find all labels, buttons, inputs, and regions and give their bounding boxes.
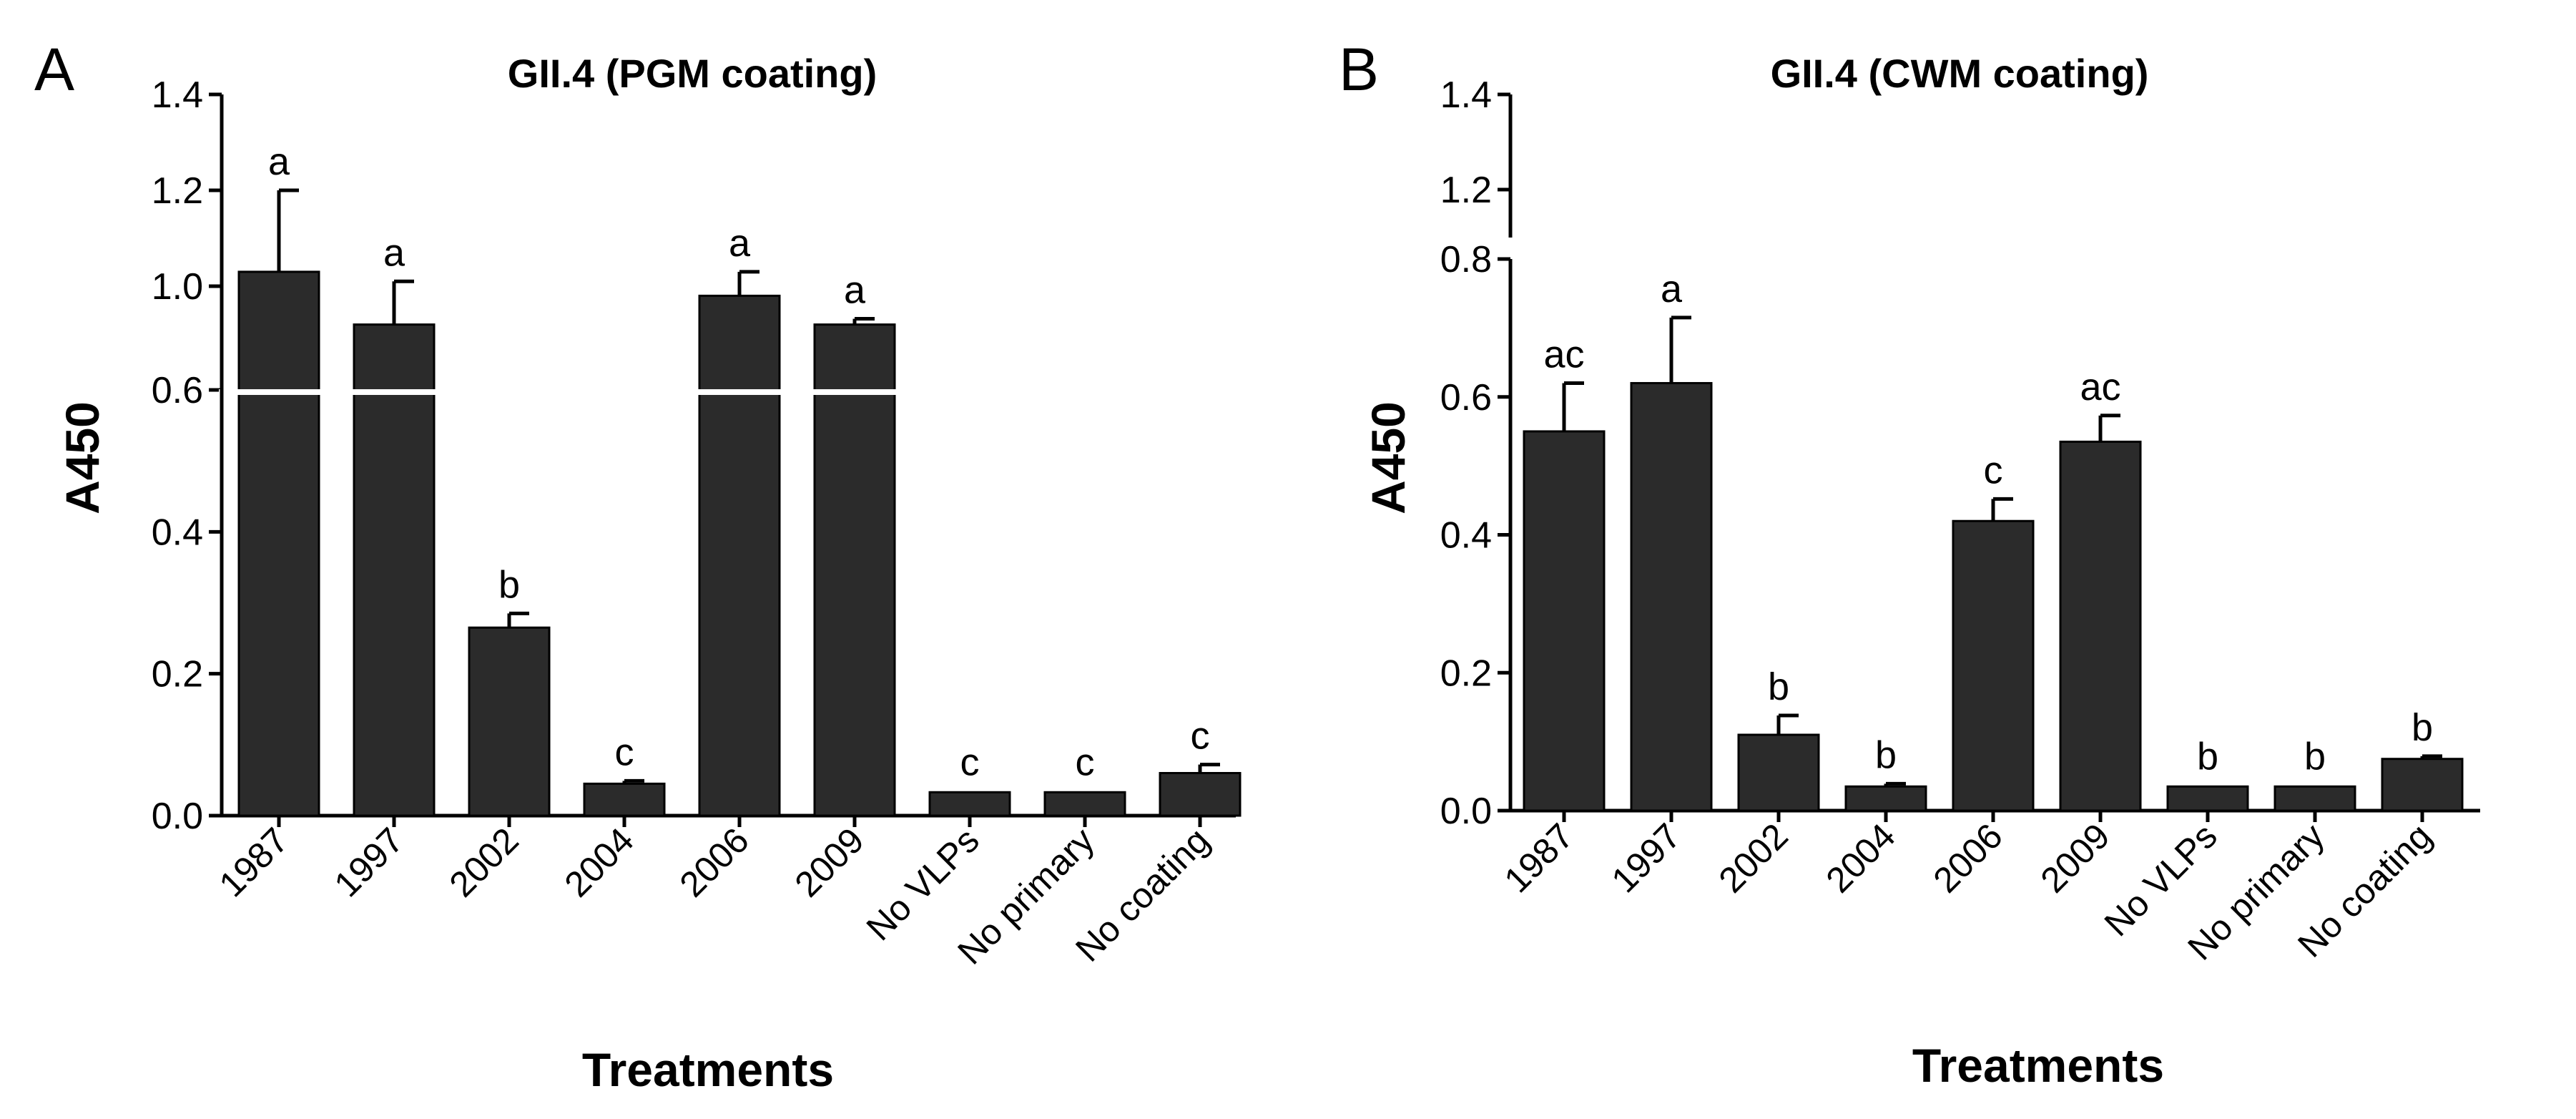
y-tick-label-b: 1.2 — [1440, 170, 1492, 211]
significance-label-b: b — [2197, 735, 2218, 778]
bar-a — [1043, 791, 1126, 817]
bar-b — [1630, 381, 1713, 812]
panel-b-chart: B GII.4 (CWM coating) A450 Treatments 0.… — [1339, 36, 2480, 1092]
significance-label-b: b — [2412, 706, 2433, 749]
category-label-a: 2009 — [787, 820, 872, 904]
significance-label-b: ac — [1543, 333, 1584, 376]
category-label-b: 1997 — [1604, 816, 1688, 900]
category-label-a: 2002 — [442, 820, 526, 904]
panel-a-marks: 0.0 0.2 0.4 0.6 1.0 1.2 1.4 a 1987 a 1997 b 2002 c 200… — [152, 74, 1242, 972]
category-label-a: 1997 — [327, 820, 411, 904]
bar-a — [698, 294, 781, 817]
y-tick-label-b: 1.4 — [1440, 74, 1492, 116]
y-tick-label-a: 0.0 — [152, 796, 203, 837]
chart-title-b: GII.4 (CWM coating) — [1771, 51, 2149, 96]
x-axis-title-a: Treatments — [582, 1043, 834, 1096]
y-tick-label-b: 0.0 — [1440, 791, 1492, 832]
bar-b — [2166, 785, 2249, 812]
y-tick-label-a: 0.2 — [152, 654, 203, 695]
significance-label-a: a — [729, 222, 751, 265]
category-label-b: 2009 — [2033, 816, 2118, 900]
bar-b — [1737, 733, 1820, 812]
x-axis-title-b: Treatments — [1912, 1039, 2164, 1092]
y-tick-label-a: 1.4 — [152, 74, 203, 116]
significance-label-a: c — [960, 741, 980, 783]
panel-b-marks: 0.0 0.2 0.4 0.6 0.8 1.2 1.4 ac 1987 a 1997 b 2002 b 20… — [1440, 74, 2480, 968]
bar-b — [2381, 758, 2464, 812]
significance-label-b: b — [2304, 735, 2326, 778]
panel-letter-a: A — [34, 36, 74, 103]
y-tick-label-a: 0.4 — [152, 512, 203, 553]
y-tick-label-b: 0.8 — [1440, 239, 1492, 280]
bar-a — [468, 626, 551, 817]
panel-letter-b: B — [1339, 36, 1379, 103]
bar-a — [813, 323, 896, 817]
significance-label-b: b — [1768, 665, 1789, 708]
bar-a — [928, 791, 1011, 817]
y-tick-label-a: 1.2 — [152, 170, 203, 212]
y-axis-title-b: A450 — [1362, 401, 1415, 514]
category-label-a: 2004 — [557, 820, 641, 904]
y-axis-title-a: A450 — [56, 401, 109, 514]
bar-b — [2273, 785, 2356, 812]
category-label-b: 1987 — [1497, 816, 1581, 900]
significance-label-a: c — [1076, 741, 1095, 783]
bar-b — [1844, 785, 1927, 812]
bar-a — [1159, 772, 1242, 817]
y-tick-label-b: 0.4 — [1440, 515, 1492, 557]
bar-a — [237, 270, 320, 817]
chart-title-a: GII.4 (PGM coating) — [508, 51, 877, 96]
significance-label-a: a — [268, 140, 290, 183]
significance-label-b: b — [1875, 733, 1897, 776]
significance-label-a: c — [1191, 715, 1210, 758]
significance-label-a: a — [383, 231, 405, 274]
y-tick-label-a: 1.0 — [152, 266, 203, 308]
bar-b — [1952, 519, 2035, 812]
significance-label-a: c — [615, 730, 634, 773]
y-tick-label-a: 0.6 — [152, 370, 203, 411]
bar-b — [1523, 430, 1606, 812]
significance-label-b: a — [1661, 268, 1683, 311]
y-tick-label-b: 0.2 — [1440, 653, 1492, 694]
y-tick-label-b: 0.6 — [1440, 377, 1492, 419]
bar-b — [2059, 440, 2142, 812]
bar-a — [353, 323, 436, 817]
category-label-b: 2006 — [1926, 816, 2010, 900]
category-label-b: 2002 — [1711, 816, 1796, 900]
significance-label-b: c — [1984, 449, 2003, 492]
category-label-a: 1987 — [212, 820, 296, 904]
significance-label-a: b — [498, 563, 520, 606]
category-label-a: 2006 — [672, 820, 757, 904]
significance-label-a: a — [844, 269, 866, 312]
significance-label-b: ac — [2080, 366, 2120, 409]
bar-a — [583, 782, 666, 817]
axis-break-band-a — [219, 389, 1233, 395]
category-label-b: 2004 — [1819, 816, 1903, 900]
panel-a-chart: A GII.4 (PGM coating) A450 Treatments 0.… — [34, 36, 1242, 1096]
